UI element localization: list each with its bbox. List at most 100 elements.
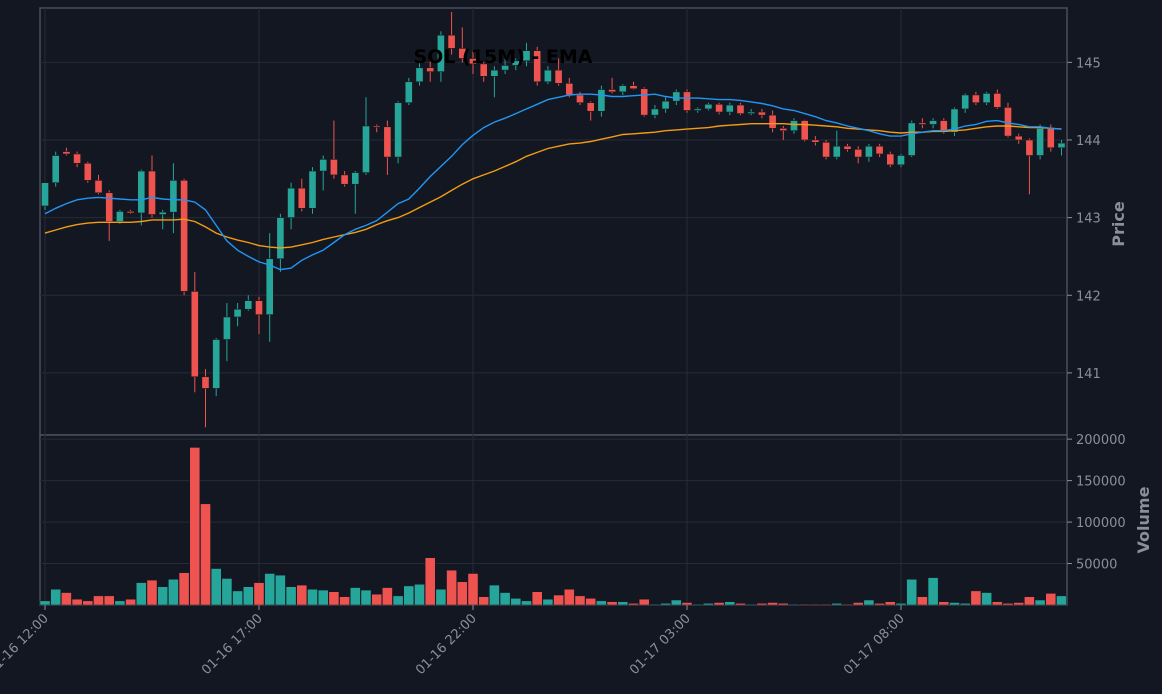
volume-bar bbox=[350, 587, 361, 606]
volume-bar bbox=[885, 601, 896, 606]
volume-bar bbox=[1045, 593, 1057, 606]
volume-bar bbox=[1024, 596, 1035, 606]
candle-body bbox=[244, 300, 253, 310]
volume-bar bbox=[1034, 599, 1046, 606]
volume-bar bbox=[713, 602, 725, 606]
candle-body bbox=[907, 122, 916, 156]
candle-body bbox=[993, 93, 1002, 108]
volume-bar bbox=[703, 603, 714, 606]
candle-body bbox=[308, 170, 317, 209]
candle-body bbox=[586, 102, 595, 112]
time-tick-label: 01-17 08:00 bbox=[841, 611, 908, 678]
volume-tick-label: 200000 bbox=[1076, 433, 1126, 448]
candle-body bbox=[1014, 135, 1023, 141]
candle-body bbox=[715, 103, 723, 113]
volume-bar bbox=[478, 596, 489, 606]
volume-bar bbox=[895, 603, 907, 606]
candle-body bbox=[854, 148, 863, 158]
volume-bar bbox=[39, 600, 51, 606]
candle-body bbox=[950, 108, 959, 133]
candle-body bbox=[265, 258, 274, 315]
candle-body bbox=[843, 145, 852, 150]
candle-body bbox=[790, 120, 798, 131]
volume-bar bbox=[735, 603, 746, 606]
candle-body bbox=[929, 120, 937, 125]
candle-body bbox=[672, 91, 681, 102]
candle-body bbox=[961, 94, 970, 110]
candle-body bbox=[779, 128, 788, 131]
volume-bar bbox=[617, 601, 629, 606]
candle-body bbox=[223, 316, 231, 340]
volume-bar bbox=[307, 588, 318, 606]
candle-body bbox=[608, 89, 616, 93]
volume-bar bbox=[157, 586, 168, 606]
volume-bar bbox=[970, 590, 982, 606]
volume-bar bbox=[243, 586, 254, 606]
volume-bar bbox=[585, 598, 597, 606]
candle-body bbox=[875, 145, 884, 155]
time-tick-label: 01-16 12:00 bbox=[0, 611, 52, 678]
candle-body bbox=[918, 122, 927, 125]
volume-bar bbox=[542, 598, 554, 606]
volume-bar bbox=[232, 590, 243, 606]
candle-body bbox=[490, 69, 499, 77]
candle-body bbox=[126, 211, 135, 214]
candle-body bbox=[372, 125, 381, 128]
candle-body bbox=[319, 159, 328, 172]
volume-tick-label: 50000 bbox=[1076, 558, 1117, 573]
volume-bar bbox=[103, 595, 115, 606]
volume-tick-label: 100000 bbox=[1076, 516, 1126, 531]
candle-body bbox=[351, 172, 360, 185]
candle-body bbox=[436, 34, 445, 72]
time-tick-label: 01-16 17:00 bbox=[199, 611, 266, 678]
volume-bar bbox=[50, 588, 62, 606]
candle-body bbox=[650, 108, 659, 116]
candle-body bbox=[458, 48, 467, 59]
volume-bar bbox=[360, 589, 372, 606]
volume-bar bbox=[371, 593, 382, 606]
price-tick-label: 141 bbox=[1076, 367, 1101, 382]
candle-body bbox=[886, 153, 895, 166]
volume-bar bbox=[178, 572, 190, 606]
volume-bar bbox=[189, 447, 201, 606]
candle-body bbox=[811, 139, 820, 143]
price-axis-label: Price bbox=[1109, 201, 1128, 247]
volume-bar bbox=[285, 586, 297, 606]
candle-body bbox=[297, 187, 306, 209]
volume-bar bbox=[799, 603, 811, 606]
time-tick-label: 01-17 03:00 bbox=[627, 611, 694, 678]
candle-body bbox=[971, 94, 980, 104]
candle-body bbox=[1046, 128, 1055, 149]
candle-body bbox=[511, 60, 520, 66]
volume-bar bbox=[810, 603, 821, 606]
volume-bar bbox=[339, 596, 350, 606]
price-tick-label: 142 bbox=[1076, 289, 1101, 304]
ema-lines bbox=[44, 93, 1062, 271]
candle-body bbox=[447, 34, 456, 49]
volume-bar bbox=[510, 598, 522, 606]
volume-bar bbox=[275, 574, 286, 606]
volume-bar bbox=[938, 601, 950, 606]
volume-axis-label: Volume bbox=[1134, 486, 1153, 553]
candle-body bbox=[747, 111, 756, 114]
candle-body bbox=[618, 85, 627, 93]
volume-bar bbox=[114, 600, 126, 606]
volume-bar bbox=[574, 595, 586, 606]
volume-bar bbox=[521, 600, 532, 606]
candle-body bbox=[51, 155, 60, 183]
volume-bar bbox=[467, 573, 479, 606]
candle-body bbox=[158, 211, 167, 215]
candle-body bbox=[982, 93, 991, 104]
candle-body bbox=[554, 69, 563, 84]
candle-body bbox=[736, 104, 745, 114]
volume-bar bbox=[724, 601, 736, 606]
volume-bar bbox=[1002, 603, 1014, 606]
volume-bar bbox=[71, 598, 83, 606]
volume-bar bbox=[564, 588, 575, 606]
volume-bar bbox=[446, 569, 457, 606]
candle-body bbox=[137, 170, 146, 214]
candle-body bbox=[629, 85, 638, 90]
candle-body bbox=[800, 120, 809, 141]
volume-bar bbox=[553, 594, 564, 606]
candle-body bbox=[340, 174, 349, 185]
